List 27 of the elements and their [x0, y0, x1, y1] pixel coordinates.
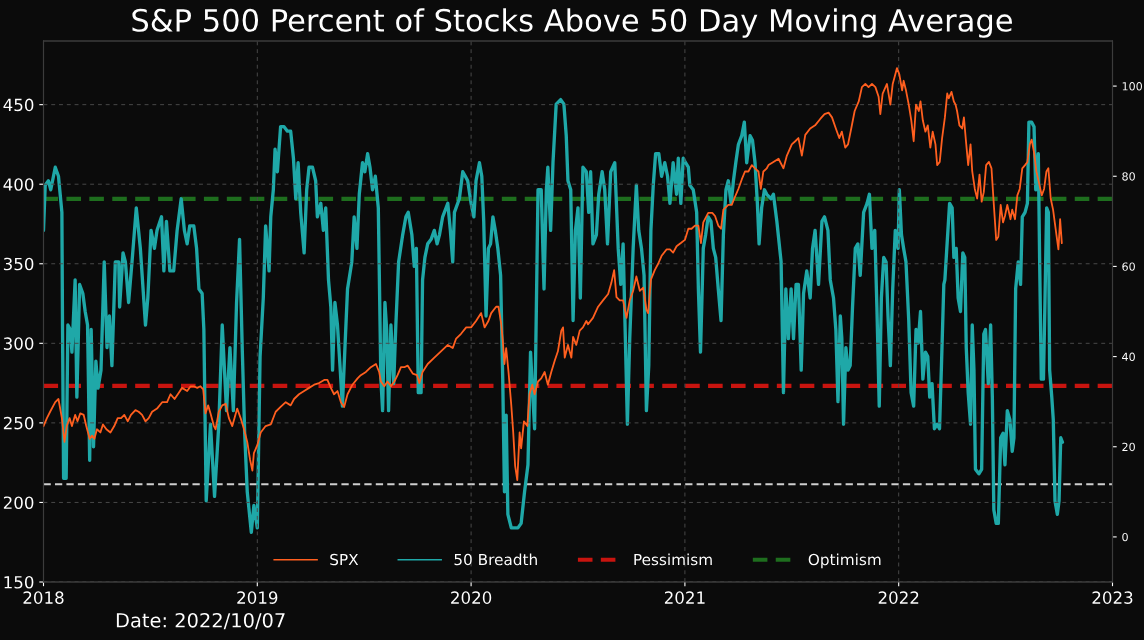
y2-tick-label: 0	[1122, 532, 1128, 542]
y2-tick-label: 80	[1122, 172, 1135, 181]
y-tick-label: 450	[3, 98, 34, 112]
y-tick-label: 350	[3, 257, 34, 271]
y2-tick-label: 60	[1122, 262, 1135, 271]
line-series	[43, 97, 1065, 535]
y-tick-label: 150	[4, 575, 34, 589]
legend-label: 50 Breadth	[454, 553, 537, 566]
text: Date: 2022/10/07	[116, 612, 285, 630]
legend-label: Pessimism	[634, 553, 712, 566]
chart-title: S&P 500 Percent of Stocks Above 50 Day Moving Average	[132, 8, 1012, 38]
y-tick-label: 300	[3, 337, 34, 350]
legend-label: SPX	[330, 553, 359, 566]
x-tick-label: 2023	[1092, 591, 1133, 604]
x-tick-label: 2018	[23, 591, 64, 604]
y2-tick-label: 20	[1122, 442, 1135, 452]
y2-tick-label: 40	[1122, 352, 1135, 361]
x-tick-label: 2022	[878, 591, 919, 604]
y2-tick-label: 100	[1122, 82, 1142, 91]
y-tick-label: 250	[3, 416, 34, 430]
y-tick-label: 400	[3, 178, 34, 191]
x-tick-label: 2020	[451, 591, 492, 604]
y-tick-label: 200	[3, 496, 34, 510]
x-tick-label: 2021	[664, 591, 705, 604]
line-series	[43, 67, 1063, 482]
legend-label: Optimism	[808, 553, 881, 569]
x-tick-label: 2019	[237, 591, 278, 604]
